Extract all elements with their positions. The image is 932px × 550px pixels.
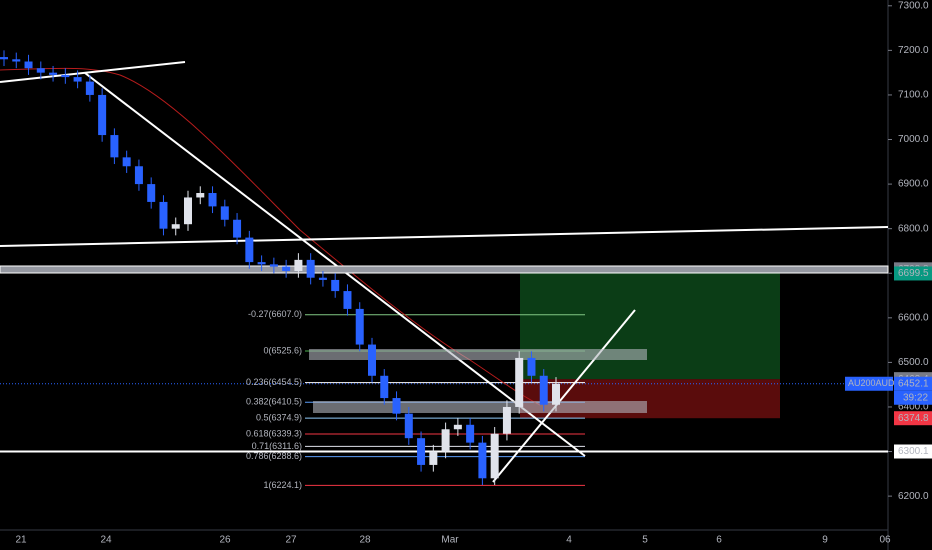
candle-body bbox=[355, 308, 364, 345]
x-tick-label: 9 bbox=[822, 535, 828, 546]
price-badge bbox=[894, 444, 932, 459]
profit-zone bbox=[520, 273, 780, 380]
y-tick-label: 7300.0 bbox=[898, 0, 929, 11]
candle-body bbox=[343, 291, 352, 309]
zone bbox=[309, 349, 647, 360]
candle-body bbox=[552, 383, 560, 405]
candle-body bbox=[527, 357, 536, 376]
trendline bbox=[0, 226, 889, 247]
candle-body bbox=[380, 375, 389, 399]
candle-body bbox=[12, 59, 21, 62]
candle-body bbox=[171, 224, 180, 229]
x-tick-label: 06 bbox=[879, 535, 891, 546]
candle-body bbox=[306, 259, 315, 278]
candle-body bbox=[318, 277, 327, 280]
candle-body bbox=[502, 406, 511, 434]
candle-body bbox=[36, 68, 45, 73]
candle-body bbox=[269, 264, 278, 267]
candle-body bbox=[220, 206, 229, 220]
countdown-badge bbox=[894, 390, 932, 405]
candle-body bbox=[0, 57, 8, 60]
candle-body bbox=[245, 237, 254, 263]
candle-body bbox=[368, 344, 376, 376]
y-tick-label: 7000.0 bbox=[898, 134, 929, 145]
x-tick-label: 21 bbox=[15, 535, 27, 546]
trendline bbox=[0, 61, 186, 83]
candle-body bbox=[490, 433, 499, 479]
candle-body bbox=[134, 166, 143, 185]
candle-body bbox=[466, 424, 475, 443]
candle-body bbox=[196, 193, 205, 198]
candle-body bbox=[85, 81, 94, 95]
price-badge bbox=[894, 411, 932, 426]
symbol-label: AU200AUD bbox=[848, 378, 895, 388]
candle-body bbox=[73, 77, 82, 82]
candle-body bbox=[159, 201, 168, 229]
price-badge-label: 6300.1 bbox=[898, 446, 929, 457]
x-tick-label: 5 bbox=[642, 535, 648, 546]
fib-label: 0.71(6311.6) bbox=[252, 441, 302, 451]
x-tick-label: 24 bbox=[100, 535, 112, 546]
candle-body bbox=[49, 72, 58, 75]
candle-body bbox=[429, 451, 438, 465]
candle-body bbox=[184, 197, 192, 225]
candle-body bbox=[294, 259, 303, 272]
candle-body bbox=[392, 398, 401, 414]
fib-label: 0(6525.6) bbox=[263, 345, 302, 355]
candle-body bbox=[98, 94, 107, 136]
price-badge bbox=[894, 266, 932, 281]
x-tick-label: 27 bbox=[285, 535, 297, 546]
y-tick-label: 6600.0 bbox=[898, 312, 929, 323]
candle-body bbox=[61, 74, 70, 78]
candle-body bbox=[208, 193, 217, 207]
fib-label: 1(6224.1) bbox=[263, 480, 302, 490]
fib-label: 0.618(6339.3) bbox=[246, 428, 302, 438]
candle-body bbox=[233, 219, 242, 238]
trendline bbox=[492, 309, 636, 483]
countdown-label: 39:22 bbox=[903, 392, 928, 403]
fib-label: -0.27(6607.0) bbox=[248, 309, 302, 319]
fib-label: 0.236(6454.5) bbox=[246, 377, 302, 387]
zone bbox=[313, 401, 647, 413]
moving-average bbox=[0, 67, 541, 406]
candle-body bbox=[417, 438, 426, 465]
y-tick-label: 6400.0 bbox=[898, 402, 929, 413]
x-tick-label: 26 bbox=[219, 535, 231, 546]
price-badge-label: 6374.8 bbox=[898, 413, 929, 424]
candle-body bbox=[404, 413, 413, 439]
candle-body bbox=[24, 61, 33, 69]
price-badge-label: 6699.5 bbox=[898, 268, 929, 279]
candle-body bbox=[515, 357, 524, 407]
x-tick-label: 6 bbox=[716, 535, 722, 546]
y-tick-label: 6500.0 bbox=[898, 357, 929, 368]
candle-body bbox=[257, 262, 266, 265]
candle-body bbox=[478, 442, 487, 479]
y-tick-label: 6800.0 bbox=[898, 223, 929, 234]
fib-label: 0.5(6374.9) bbox=[256, 413, 302, 423]
y-tick-label: 6900.0 bbox=[898, 179, 929, 190]
x-tick-label: 28 bbox=[359, 535, 371, 546]
price-badge bbox=[894, 376, 932, 391]
trendline bbox=[84, 72, 586, 457]
fib-label: 0.786(6288.6) bbox=[246, 451, 302, 461]
x-tick-label: Mar bbox=[441, 535, 459, 546]
resistance-band bbox=[0, 265, 889, 274]
fib-label: 0.382(6410.5) bbox=[246, 397, 302, 407]
candle-body bbox=[147, 184, 156, 202]
candle-body bbox=[441, 429, 450, 452]
candle-body bbox=[331, 279, 340, 292]
y-tick-label: 7200.0 bbox=[898, 45, 929, 56]
symbol-badge bbox=[845, 376, 893, 391]
y-tick-label: 7100.0 bbox=[898, 90, 929, 101]
candle-body bbox=[122, 157, 131, 167]
candle-body bbox=[110, 135, 119, 158]
y-tick-label: 6200.0 bbox=[898, 491, 929, 502]
candle-body bbox=[282, 266, 291, 272]
candle-body bbox=[539, 375, 548, 405]
price-badge-label: 6452.1 bbox=[898, 378, 929, 389]
candle-body bbox=[453, 424, 462, 430]
x-tick-label: 4 bbox=[566, 535, 572, 546]
